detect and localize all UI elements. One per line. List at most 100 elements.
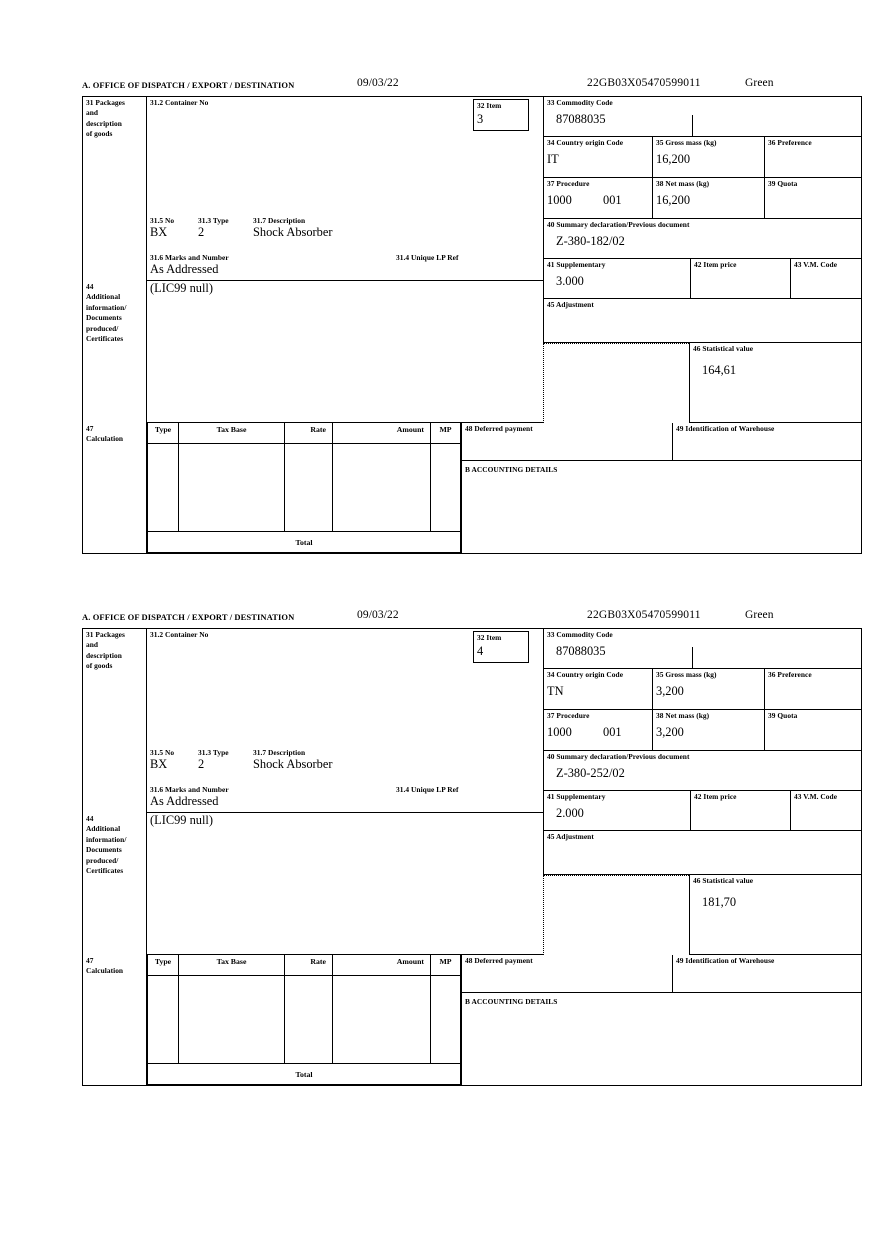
box-47-cell-rate[interactable] — [285, 976, 333, 1064]
box-32-item-value: 4 — [477, 644, 484, 658]
box-31-label-line-4: of goods — [86, 661, 113, 671]
box-47-cell-tax-base[interactable] — [179, 976, 285, 1064]
box-34-label: 34 Country origin Code — [547, 670, 624, 679]
box-32-item-area: 32 Item 3 — [473, 99, 541, 133]
box-47-label: 47 Calculation — [83, 423, 147, 553]
box-47-cell-type[interactable] — [147, 444, 179, 532]
box-38-label: 38 Net mass (kg) — [656, 711, 710, 720]
box-31-3-type-value: 2 — [198, 225, 205, 239]
box-31-6-marks-value: As Addressed — [150, 262, 219, 276]
box-34-label: 34 Country origin Code — [547, 138, 624, 147]
box-34-country-origin-code: 34 Country origin Code TN — [543, 669, 653, 710]
box-47-col-rate: Rate — [285, 955, 333, 976]
box-31-packages-description: 31.2 Container No 31.5 No 31.3 Type 31.7… — [147, 629, 543, 813]
section-a-title: A. OFFICE OF DISPATCH / EXPORT / DESTINA… — [82, 80, 295, 90]
box-48-deferred-payment: 48 Deferred payment — [461, 423, 673, 461]
box-47-cell-amount[interactable] — [333, 976, 431, 1064]
box-31-label-line-4: of goods — [86, 129, 113, 139]
box-37-value-2: 001 — [603, 193, 622, 207]
box-44-label-line-5: produced/ — [86, 323, 119, 333]
box-32-item: 32 Item 3 — [473, 99, 529, 131]
box-33-commodity-code: 33 Commodity Code 87088035 — [543, 629, 861, 669]
routing-lane: Green — [745, 609, 774, 621]
box-47-cell-amount[interactable] — [333, 444, 431, 532]
box-47-col-tax-base: Tax Base — [179, 423, 285, 444]
box-36-preference: 36 Preference — [765, 669, 861, 710]
form-header: A. OFFICE OF DISPATCH / EXPORT / DESTINA… — [82, 77, 862, 96]
box-31-5-no-value: BX — [150, 757, 168, 771]
box-44-label-line-6: Certificates — [86, 866, 124, 876]
box-31-2-container-no-label: 31.2 Container No — [150, 98, 209, 107]
box-44-additional-information: (LIC99 null) — [147, 281, 543, 423]
box-31-6-marks-label: 31.6 Marks and Number — [150, 253, 229, 262]
box-37-value: 1000 — [547, 193, 572, 207]
box-44-additional-information: (LIC99 null) — [147, 813, 543, 955]
box-b-label: B ACCOUNTING DETAILS — [465, 997, 558, 1006]
box-39-quota: 39 Quota — [765, 178, 861, 219]
box-47-total-label: Total — [295, 538, 313, 547]
box-36-label: 36 Preference — [768, 670, 812, 679]
box-42-label: 42 Item price — [694, 792, 737, 801]
box-47-cell-mp[interactable] — [431, 976, 461, 1064]
box-35-label: 35 Gross mass (kg) — [656, 138, 717, 147]
box-47-cell-tax-base[interactable] — [179, 444, 285, 532]
box-31-4-unique-lp-ref-label: 31.4 Unique LP Ref — [396, 253, 459, 262]
declaration-date: 09/03/22 — [357, 609, 399, 621]
declaration-grid: 31 Packages and description of goods 31.… — [82, 628, 862, 1086]
box-32-item-area: 32 Item 4 — [473, 631, 541, 665]
box-37-label: 37 Procedure — [547, 711, 590, 720]
box-31-3-type-label: 31.3 Type — [198, 216, 229, 225]
box-40-value: Z-380-182/02 — [556, 234, 625, 248]
box-41-supplementary: 41 Supplementary 3.000 — [543, 259, 691, 299]
box-37-value-2: 001 — [603, 725, 622, 739]
box-31-6-marks-value: As Addressed — [150, 794, 219, 808]
box-47-col-type: Type — [147, 423, 179, 444]
box-44-label-line-6: Certificates — [86, 334, 124, 344]
box-48-deferred-payment: 48 Deferred payment — [461, 955, 673, 993]
box-32-item-label: 32 Item — [477, 633, 502, 642]
box-37-label: 37 Procedure — [547, 179, 590, 188]
declaration-form-item-3: A. OFFICE OF DISPATCH / EXPORT / DESTINA… — [82, 77, 862, 554]
box-39-quota: 39 Quota — [765, 710, 861, 751]
box-38-value: 16,200 — [656, 193, 691, 207]
box-33-subfield-divider — [692, 115, 693, 136]
box-31-7-description-label: 31.7 Description — [253, 216, 306, 225]
box-31-3-type-label: 31.3 Type — [198, 748, 229, 757]
box-31-6-marks-label: 31.6 Marks and Number — [150, 785, 229, 794]
box-32-item-value: 3 — [477, 112, 484, 126]
box-41-label: 41 Supplementary — [547, 260, 606, 269]
box-31-7-description-label: 31.7 Description — [253, 748, 306, 757]
box-47-label-line-2: Calculation — [86, 434, 124, 444]
box-40-value: Z-380-252/02 — [556, 766, 625, 780]
box-44-label: 44 Additional information/ Documents pro… — [83, 281, 147, 423]
box-47-cell-mp[interactable] — [431, 444, 461, 532]
box-44-value: (LIC99 null) — [150, 813, 213, 827]
box-43-vm-code: 43 V.M. Code — [791, 259, 861, 299]
box-44-label-line-3: information/ — [86, 302, 127, 312]
box-38-label: 38 Net mass (kg) — [656, 179, 710, 188]
box-45-label: 45 Adjustment — [547, 300, 594, 309]
form-header: A. OFFICE OF DISPATCH / EXPORT / DESTINA… — [82, 609, 862, 628]
box-49-identification-of-warehouse: 49 Identification of Warehouse — [673, 423, 861, 461]
box-31-label-line-2: and — [86, 108, 99, 118]
box-47-label: 47 Calculation — [83, 955, 147, 1085]
box-33-commodity-code-label: 33 Commodity Code — [547, 630, 613, 639]
box-39-label: 39 Quota — [768, 179, 798, 188]
box-35-label: 35 Gross mass (kg) — [656, 670, 717, 679]
box-b-label: B ACCOUNTING DETAILS — [465, 465, 558, 474]
box-38-net-mass: 38 Net mass (kg) 3,200 — [653, 710, 765, 751]
box-33-commodity-code-label: 33 Commodity Code — [547, 98, 613, 107]
box-44-label-line-5: produced/ — [86, 855, 119, 865]
box-31-4-unique-lp-ref-label: 31.4 Unique LP Ref — [396, 785, 459, 794]
box-42-label: 42 Item price — [694, 260, 737, 269]
box-47-cell-rate[interactable] — [285, 444, 333, 532]
box-40-label: 40 Summary declaration/Previous document — [547, 220, 690, 229]
box-b-accounting-details: B ACCOUNTING DETAILS — [461, 993, 861, 1085]
movement-reference-number: 22GB03X05470599011 — [587, 609, 701, 621]
box-37-value: 1000 — [547, 725, 572, 739]
box-31-label: 31 Packages and description of goods — [83, 97, 147, 281]
box-47-total-row: Total — [147, 532, 461, 553]
box-31-packages-description: 31.2 Container No 31.5 No 31.3 Type 31.7… — [147, 97, 543, 281]
box-47-cell-type[interactable] — [147, 976, 179, 1064]
